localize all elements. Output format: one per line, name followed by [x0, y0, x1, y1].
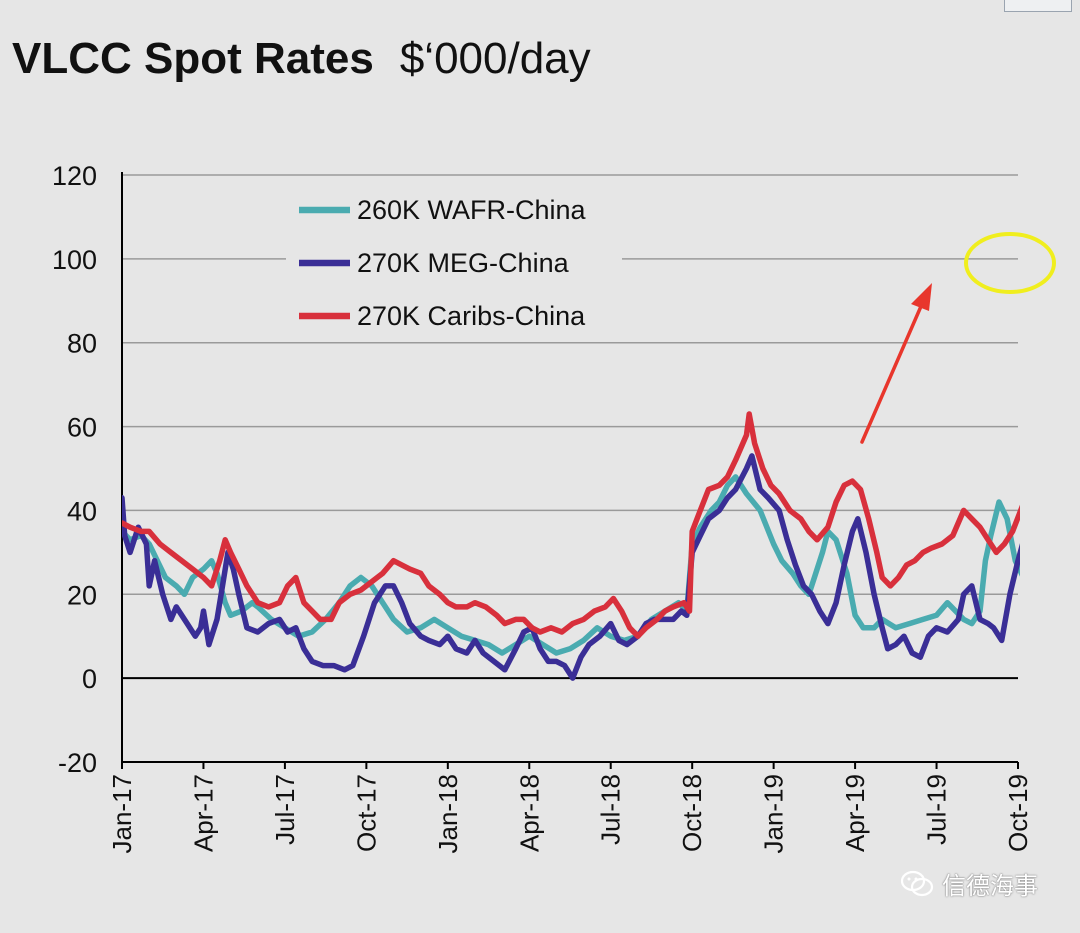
- watermark: 信德海事: [900, 866, 1038, 901]
- x-tick-label: Jan-18: [433, 774, 463, 854]
- annotation-arrow-head: [911, 283, 932, 311]
- chart-title-unit: $‘000/day: [399, 34, 591, 83]
- y-tick-label: -20: [58, 748, 97, 778]
- chart-title-main: VLCC Spot Rates: [12, 34, 374, 83]
- series-line: [122, 453, 1020, 681]
- y-tick-label: 80: [67, 329, 97, 359]
- y-tick-label: 0: [82, 664, 97, 694]
- legend: 260K WAFR-China 270K MEG-China 270K Caribs…: [286, 183, 622, 341]
- watermark-text: 信德海事: [942, 872, 1038, 900]
- x-tick-label: Apr-18: [514, 774, 544, 852]
- x-tick-label: Oct-19: [1003, 774, 1033, 852]
- x-tick-label: Apr-19: [840, 774, 870, 852]
- legend-label: 270K MEG-China: [357, 248, 570, 278]
- y-tick-label: 120: [52, 161, 97, 191]
- wechat-logo-icon: [900, 869, 934, 899]
- x-tick-label: Apr-17: [188, 774, 218, 852]
- x-tick-label: Jul-19: [922, 774, 952, 845]
- corner-window-fragment: [1004, 0, 1072, 12]
- annotations: [860, 232, 1056, 444]
- series-line: [122, 411, 1020, 639]
- x-tick-label: Jan-19: [759, 774, 789, 854]
- y-tick-label: 20: [67, 580, 97, 610]
- x-tick-label: Jul-17: [270, 774, 300, 845]
- chart-title: VLCC Spot Rates $‘000/day: [12, 34, 591, 84]
- series-lines: [122, 411, 1020, 681]
- y-tick-label: 100: [52, 245, 97, 275]
- annotation-peak-circle: [964, 232, 1056, 294]
- x-tick-label: Jan-17: [107, 774, 137, 854]
- annotation-arrow-shaft: [860, 302, 924, 444]
- y-tick-label: 60: [67, 413, 97, 443]
- x-tick-label: Jul-18: [596, 774, 626, 845]
- x-tick-label: Oct-17: [351, 774, 381, 852]
- legend-label: 260K WAFR-China: [357, 195, 587, 225]
- legend-label: 270K Caribs-China: [357, 301, 586, 331]
- y-tick-label: 40: [67, 496, 97, 526]
- x-tick-label: Oct-18: [677, 774, 707, 852]
